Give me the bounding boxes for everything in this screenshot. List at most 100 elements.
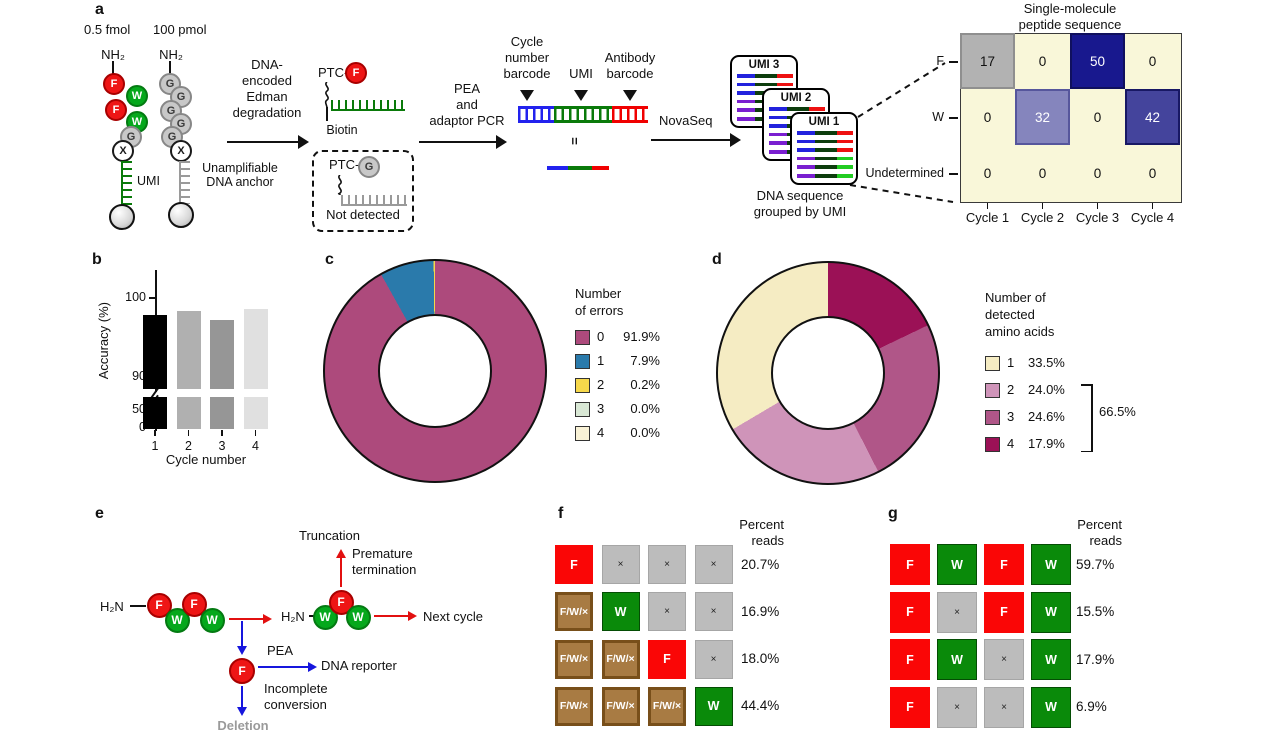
e-h2n-left: H₂N — [100, 599, 124, 614]
amount-left-label: 0.5 fmol — [84, 22, 131, 37]
f-percent: 44.4% — [741, 698, 780, 713]
read-line-left — [769, 150, 787, 154]
c-legend-label: 4 — [597, 425, 605, 440]
heatmap-cell: 0 — [983, 109, 992, 125]
bond-line — [112, 61, 114, 74]
c-legend-swatch — [575, 354, 590, 369]
deletion-label: Deletion — [217, 718, 269, 733]
f-cell: F/W/× — [648, 686, 686, 726]
heatmap-title: Single-molecule peptide sequence — [1018, 1, 1122, 32]
d-bracket — [1091, 384, 1093, 452]
d-legend-swatch — [985, 356, 1000, 371]
dna-anchor-ladder — [179, 161, 190, 204]
pea-step-label: PEA and adaptor PCR — [429, 81, 505, 128]
dna-anchor-ladder — [121, 161, 132, 206]
d-legend-swatch — [985, 383, 1000, 398]
bond-line — [130, 605, 146, 607]
heatmap-row-label: W — [932, 110, 944, 124]
c-legend-value: 0.0% — [630, 425, 660, 440]
arrow-line — [240, 686, 244, 709]
g-percent: 15.5% — [1076, 604, 1115, 619]
b-bar-upper — [243, 309, 268, 389]
e-h2n-right: H₂N — [281, 609, 305, 624]
umi-card-title: UMI 3 — [748, 59, 780, 71]
g-cell: W — [1031, 686, 1071, 728]
f-cell: F/W/× — [555, 686, 593, 726]
read-line-left — [737, 108, 755, 112]
c-legend-value: 7.9% — [630, 353, 660, 368]
f-cell: × — [648, 545, 686, 584]
f-header: Percent reads — [739, 517, 784, 548]
umi-card: UMI 1 — [790, 112, 858, 185]
read-line-left — [797, 139, 815, 144]
g-cell: F — [984, 591, 1024, 633]
f-percent: 20.7% — [741, 556, 780, 572]
c-legend-swatch — [575, 330, 590, 345]
d-bracket — [1081, 384, 1092, 386]
f-cell: F/W/× — [555, 592, 593, 631]
dna-reporter-label: DNA reporter — [321, 658, 397, 673]
read-line-mid — [815, 131, 837, 135]
read-line-left — [737, 99, 755, 104]
heatmap-row-label: F — [936, 54, 944, 68]
d-legend-value: 17.9% — [1028, 436, 1065, 451]
arrow-line — [258, 665, 310, 669]
read-line-left — [737, 74, 755, 78]
equivalence-symbol: = — [566, 137, 582, 145]
arrow-line — [374, 614, 410, 618]
ptc-g-prefix: PTC- — [329, 157, 360, 172]
squiggle-linker-icon — [335, 174, 345, 196]
umi-label: UMI — [137, 174, 160, 188]
b-x-tick-label: 1 — [151, 439, 159, 453]
not-detected-label: Not detected — [326, 207, 400, 222]
read-line-right — [837, 148, 853, 152]
read-line-mid — [815, 174, 837, 178]
antibody-barcode-segment — [612, 106, 648, 123]
cycle-barcode-label: Cycle number barcode — [503, 34, 551, 81]
residue-F-circle: F — [103, 73, 125, 95]
heatmap-cell: 0 — [1038, 165, 1047, 181]
bead-icon — [109, 204, 135, 230]
b-y-tick-label: 90 — [132, 369, 146, 383]
read-line-left — [737, 82, 755, 87]
grouped-caption: DNA sequence grouped by UMI — [753, 188, 847, 219]
heatmap-row-tick — [949, 173, 958, 175]
e-residue-W: W — [312, 604, 338, 630]
residue-X-circle: X — [170, 140, 192, 162]
heatmap-col-tick — [1041, 202, 1044, 209]
e-released-residue: F — [229, 658, 255, 684]
d-legend-label: 2 — [1007, 382, 1015, 397]
read-line-mid — [815, 148, 837, 152]
ptc-g-residue-circle: G — [358, 156, 380, 178]
umi-card-title: UMI 2 — [780, 92, 812, 104]
barcode-pointer-icon — [623, 90, 637, 101]
f-cell: × — [694, 545, 733, 584]
g-cell: F — [984, 544, 1024, 585]
g-cell: F — [890, 591, 930, 633]
read-line-left — [737, 91, 755, 95]
panel-c-label: c — [325, 251, 334, 268]
d-legend-value: 24.0% — [1028, 382, 1065, 397]
c-legend-label: 2 — [597, 377, 605, 392]
b-bar-lower — [176, 397, 201, 429]
barcode-pointer-icon — [574, 90, 588, 101]
heatmap-col-label: Cycle 3 — [1075, 210, 1120, 225]
biotin-label: Biotin — [326, 123, 358, 137]
d-legend-swatch — [985, 410, 1000, 425]
arrow-line — [229, 617, 265, 621]
g-cell: W — [937, 639, 977, 680]
umi-card-title: UMI 1 — [808, 116, 840, 128]
c-legend-label: 0 — [597, 329, 605, 344]
g-cell: F — [890, 544, 930, 585]
b-bar-upper — [176, 311, 201, 389]
arrow-line — [419, 140, 498, 144]
arrow-head-icon — [730, 133, 741, 147]
arrow-line — [240, 621, 244, 648]
f-cell: F — [648, 639, 686, 679]
amine-label-right: NH₂ — [159, 47, 183, 62]
panel-a-label: a — [95, 1, 104, 18]
mini-read-green — [568, 166, 592, 170]
d-legend-title: Number of detected amino acids — [985, 290, 1055, 339]
b-bar-lower — [243, 397, 268, 429]
b-y-tick-label: 0 — [116, 420, 146, 434]
